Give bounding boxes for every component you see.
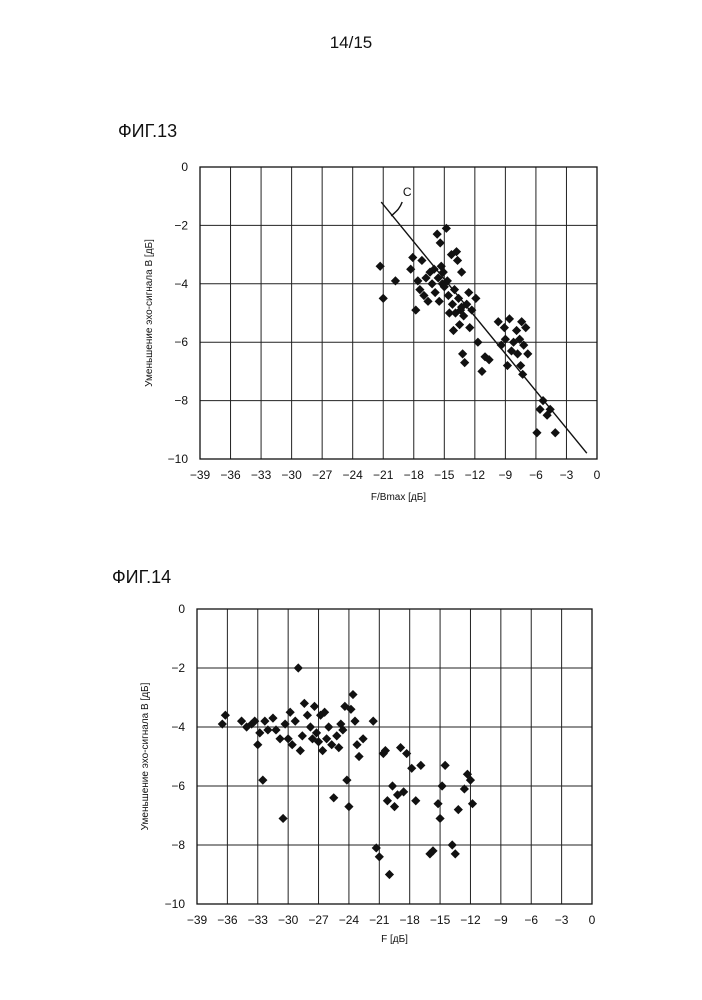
x-tick-label: −15 (430, 913, 451, 927)
data-point (303, 711, 312, 720)
data-point (407, 764, 416, 773)
y-tick-label: −8 (171, 838, 185, 852)
data-point (278, 814, 287, 823)
data-point (350, 717, 359, 726)
plot-frame (197, 609, 592, 904)
data-point (454, 805, 463, 814)
data-point (433, 799, 442, 808)
data-point (300, 699, 309, 708)
data-point (268, 714, 277, 723)
data-point (388, 781, 397, 790)
x-tick-label: −6 (524, 913, 538, 927)
x-tick-label: −3 (555, 913, 569, 927)
y-tick-label: −10 (165, 897, 186, 911)
data-point (258, 776, 267, 785)
x-tick-label: −30 (278, 913, 299, 927)
data-point (359, 734, 368, 743)
data-point (275, 734, 284, 743)
data-point (329, 793, 338, 802)
y-axis-label: Уменьшение эхо-сигнала B [дБ] (140, 682, 151, 830)
y-tick-label: −4 (171, 720, 185, 734)
data-point (352, 740, 361, 749)
data-point (385, 870, 394, 879)
data-point (468, 799, 477, 808)
data-point (435, 814, 444, 823)
x-tick-label: −39 (187, 913, 208, 927)
data-point (396, 743, 405, 752)
data-point (390, 802, 399, 811)
x-tick-label: −18 (400, 913, 421, 927)
x-tick-label: −27 (308, 913, 329, 927)
data-point (369, 717, 378, 726)
x-tick-label: −21 (369, 913, 390, 927)
data-point (255, 728, 264, 737)
y-tick-label: −6 (171, 779, 185, 793)
data-point (441, 761, 450, 770)
data-point (291, 717, 300, 726)
data-point (354, 752, 363, 761)
data-point (375, 852, 384, 861)
data-point (411, 796, 420, 805)
data-point (253, 740, 262, 749)
data-point (438, 781, 447, 790)
data-point (318, 746, 327, 755)
data-point (342, 776, 351, 785)
data-point (416, 761, 425, 770)
data-point (348, 690, 357, 699)
data-point (448, 840, 457, 849)
x-tick-label: −33 (248, 913, 269, 927)
data-point (306, 722, 315, 731)
x-tick-label: −36 (217, 913, 238, 927)
data-point (221, 711, 230, 720)
data-point (294, 663, 303, 672)
data-point (260, 717, 269, 726)
data-point (344, 802, 353, 811)
data-point (296, 746, 305, 755)
data-point (310, 702, 319, 711)
x-tick-label: −9 (494, 913, 508, 927)
x-tick-label: 0 (589, 913, 596, 927)
y-tick-label: −2 (171, 661, 185, 675)
data-point (332, 731, 341, 740)
data-point (383, 796, 392, 805)
x-tick-label: −24 (339, 913, 360, 927)
x-axis-label: F [дБ] (381, 934, 408, 945)
x-tick-label: −12 (460, 913, 481, 927)
data-point (298, 731, 307, 740)
data-point (451, 849, 460, 858)
data-point (324, 722, 333, 731)
y-tick-label: 0 (178, 602, 185, 616)
data-point (286, 708, 295, 717)
